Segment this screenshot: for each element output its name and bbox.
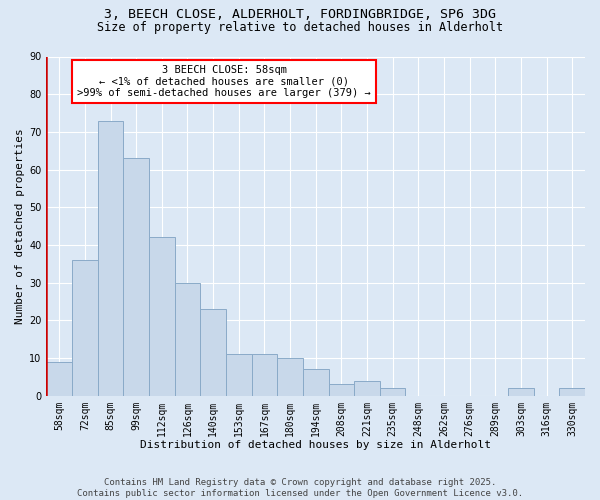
X-axis label: Distribution of detached houses by size in Alderholt: Distribution of detached houses by size … [140, 440, 491, 450]
Bar [200, 309, 226, 396]
Bar [175, 282, 200, 396]
Bar [251, 354, 277, 396]
Bar [380, 388, 406, 396]
Text: 3 BEECH CLOSE: 58sqm
← <1% of detached houses are smaller (0)
>99% of semi-detac: 3 BEECH CLOSE: 58sqm ← <1% of detached h… [77, 65, 371, 98]
Bar [508, 388, 534, 396]
Text: Size of property relative to detached houses in Alderholt: Size of property relative to detached ho… [97, 21, 503, 34]
Bar [46, 362, 72, 396]
Bar [72, 260, 98, 396]
Text: 3, BEECH CLOSE, ALDERHOLT, FORDINGBRIDGE, SP6 3DG: 3, BEECH CLOSE, ALDERHOLT, FORDINGBRIDGE… [104, 8, 496, 20]
Bar [149, 238, 175, 396]
Bar [277, 358, 303, 396]
Bar [226, 354, 251, 396]
Bar [303, 370, 329, 396]
Bar [354, 380, 380, 396]
Bar [329, 384, 354, 396]
Y-axis label: Number of detached properties: Number of detached properties [15, 128, 25, 324]
Bar [559, 388, 585, 396]
Text: Contains HM Land Registry data © Crown copyright and database right 2025.
Contai: Contains HM Land Registry data © Crown c… [77, 478, 523, 498]
Bar [124, 158, 149, 396]
Bar [98, 120, 124, 396]
